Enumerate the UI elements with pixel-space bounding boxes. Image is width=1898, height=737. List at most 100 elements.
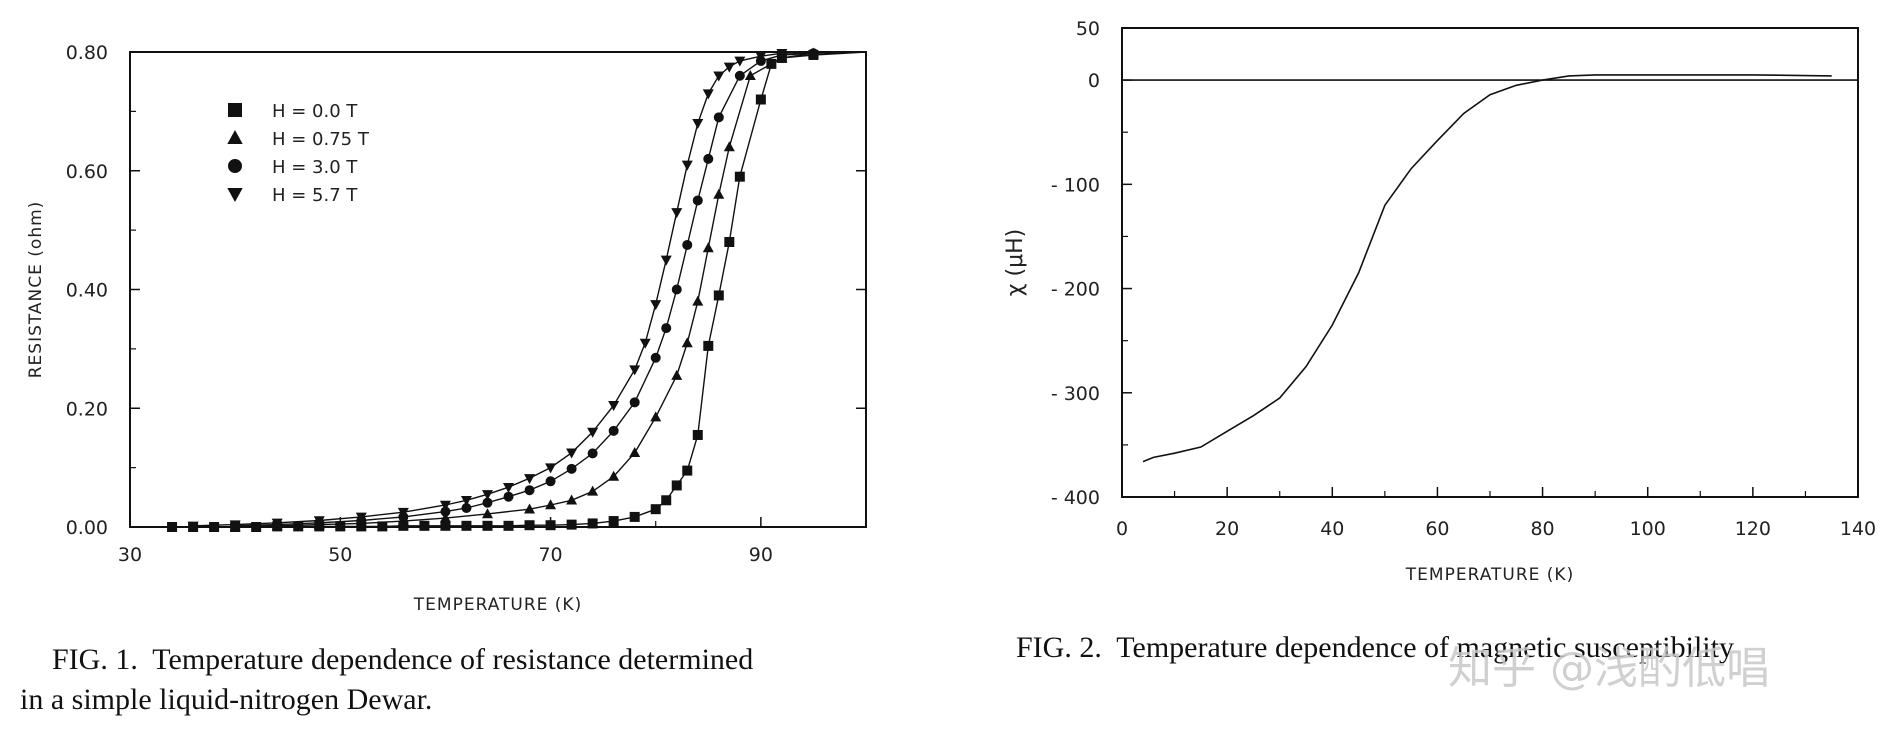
fig1-point-triangle-up bbox=[682, 337, 693, 347]
fig1-point-triangle-up bbox=[587, 486, 598, 496]
fig1-point-square bbox=[525, 520, 535, 530]
fig1-series-line-square bbox=[172, 52, 866, 527]
fig1-point-triangle-down bbox=[692, 119, 703, 129]
fig2-x-tick-label: 40 bbox=[1320, 518, 1344, 540]
fig1-point-triangle-up bbox=[629, 447, 640, 457]
fig1-point-square bbox=[167, 522, 177, 532]
fig1-y-tick-label: 0.00 bbox=[66, 517, 108, 539]
fig1-point-square bbox=[546, 520, 556, 530]
fig1-point-triangle-up bbox=[703, 242, 714, 252]
fig2-y-tick-label: - 200 bbox=[1051, 279, 1100, 301]
fig1-point-triangle-down bbox=[640, 339, 651, 349]
fig1-point-square bbox=[724, 237, 734, 247]
fig1-point-triangle-up bbox=[650, 411, 661, 421]
fig1-legend-marker-square bbox=[228, 103, 242, 117]
fig1-point-square bbox=[693, 430, 703, 440]
fig1-point-circle bbox=[661, 323, 671, 333]
fig1-y-tick-label: 0.40 bbox=[66, 280, 108, 302]
fig1-point-square bbox=[703, 341, 713, 351]
fig1-point-circle bbox=[609, 426, 619, 436]
fig1-point-circle bbox=[672, 285, 682, 295]
fig2-x-tick-label: 100 bbox=[1630, 518, 1666, 540]
fig1-x-axis-label: TEMPERATURE (K) bbox=[413, 595, 582, 615]
fig1-series-line-triangle-up bbox=[235, 52, 866, 527]
fig1-point-triangle-down bbox=[524, 474, 535, 484]
fig1-plot-frame bbox=[130, 52, 866, 527]
fig2-x-tick-label: 0 bbox=[1116, 518, 1128, 540]
fig1-point-square bbox=[482, 521, 492, 531]
fig1-x-tick-label: 50 bbox=[328, 544, 352, 566]
fig1-point-triangle-down bbox=[629, 365, 640, 375]
fig1-caption: FIG. 1. Temperature dependence of resist… bbox=[52, 640, 932, 720]
fig2-y-tick-label: - 100 bbox=[1051, 174, 1100, 196]
fig1-caption-line1: FIG. 1. Temperature dependence of resist… bbox=[52, 640, 932, 680]
fig2-x-tick-label: 120 bbox=[1735, 518, 1771, 540]
fig2-x-tick-label: 80 bbox=[1530, 518, 1554, 540]
fig1-point-circle bbox=[588, 448, 598, 458]
fig2-susceptibility-line bbox=[1143, 75, 1832, 462]
fig1-point-triangle-down bbox=[734, 57, 745, 67]
fig1-point-circle bbox=[735, 71, 745, 81]
fig1-point-square bbox=[682, 466, 692, 476]
fig2-x-axis-label: TEMPERATURE (K) bbox=[1405, 565, 1574, 585]
fig1-legend-marker-triangle-up bbox=[227, 130, 242, 144]
fig1-point-triangle-up bbox=[566, 495, 577, 505]
fig1-x-tick-label: 70 bbox=[538, 544, 562, 566]
fig1-point-square bbox=[419, 521, 429, 531]
fig1-y-axis-label: RESISTANCE (ohm) bbox=[26, 201, 46, 379]
fig1-point-square bbox=[209, 522, 219, 532]
fig2-y-tick-label: - 400 bbox=[1051, 487, 1100, 509]
fig1-legend-label: H = 5.7 T bbox=[272, 185, 358, 206]
fig1-point-circle bbox=[546, 476, 556, 486]
fig1-point-triangle-down bbox=[566, 449, 577, 459]
fig1-point-triangle-up bbox=[724, 141, 735, 151]
fig1-point-square bbox=[672, 480, 682, 490]
fig1-legend-marker-triangle-down bbox=[227, 188, 242, 202]
fig1-point-circle bbox=[504, 492, 514, 502]
fig2-plot-frame bbox=[1122, 28, 1858, 497]
fig1-point-square bbox=[630, 512, 640, 522]
fig1-caption-line2: in a simple liquid-nitrogen Dewar. bbox=[20, 680, 932, 720]
fig1-legend-label: H = 3.0 T bbox=[272, 157, 358, 178]
fig2-x-tick-label: 60 bbox=[1425, 518, 1449, 540]
fig1-point-circle bbox=[714, 112, 724, 122]
fig1-point-square bbox=[756, 95, 766, 105]
fig1-point-square bbox=[335, 521, 345, 531]
fig1-y-tick-label: 0.80 bbox=[66, 42, 108, 64]
fig1-y-tick-label: 0.60 bbox=[66, 161, 108, 183]
fig1-point-triangle-down bbox=[713, 72, 724, 82]
fig1-x-tick-label: 90 bbox=[749, 544, 773, 566]
fig1-point-circle bbox=[703, 154, 713, 164]
fig1-point-circle bbox=[567, 464, 577, 474]
fig2-x-tick-label: 140 bbox=[1840, 518, 1876, 540]
fig1-point-triangle-down bbox=[671, 208, 682, 218]
fig1-point-triangle-up bbox=[713, 189, 724, 199]
fig1-point-circle bbox=[651, 353, 661, 363]
fig1-legend-label: H = 0.75 T bbox=[272, 129, 370, 150]
fig1-point-triangle-up bbox=[692, 296, 703, 306]
fig1-legend-marker-circle bbox=[228, 159, 242, 173]
watermark: 知乎 @浅酌低唱 bbox=[1448, 632, 1770, 696]
fig1-point-square bbox=[651, 504, 661, 514]
fig1-point-square bbox=[735, 172, 745, 182]
fig1-point-square bbox=[609, 516, 619, 526]
fig1-point-triangle-down bbox=[724, 63, 735, 73]
fig1-point-triangle-down bbox=[661, 256, 672, 266]
fig2-y-tick-label: 0 bbox=[1088, 70, 1100, 92]
fig2-y-tick-label: 50 bbox=[1076, 18, 1100, 40]
fig2-y-tick-label: - 300 bbox=[1051, 383, 1100, 405]
fig2-y-axis-label: χ (μH) bbox=[1003, 229, 1028, 296]
fig1-point-circle bbox=[682, 240, 692, 250]
fig1-legend-label: H = 0.0 T bbox=[272, 101, 358, 122]
fig1-y-tick-label: 0.20 bbox=[66, 398, 108, 420]
figure-svg: 30 50 70 90 0.00 0.20 0.40 0.60 0.80 TEMPERATURE … bbox=[0, 0, 1898, 732]
fig1-point-circle bbox=[693, 195, 703, 205]
fig2-x-tick-label: 20 bbox=[1215, 518, 1239, 540]
fig1-point-triangle-down bbox=[682, 161, 693, 171]
fig1-point-triangle-down bbox=[703, 89, 714, 99]
fig1-point-square bbox=[661, 495, 671, 505]
fig1-point-triangle-up bbox=[671, 370, 682, 380]
fig1-point-square bbox=[588, 518, 598, 528]
fig1-series-line-triangle-down bbox=[193, 52, 866, 526]
fig1-x-tick-label: 30 bbox=[118, 544, 142, 566]
